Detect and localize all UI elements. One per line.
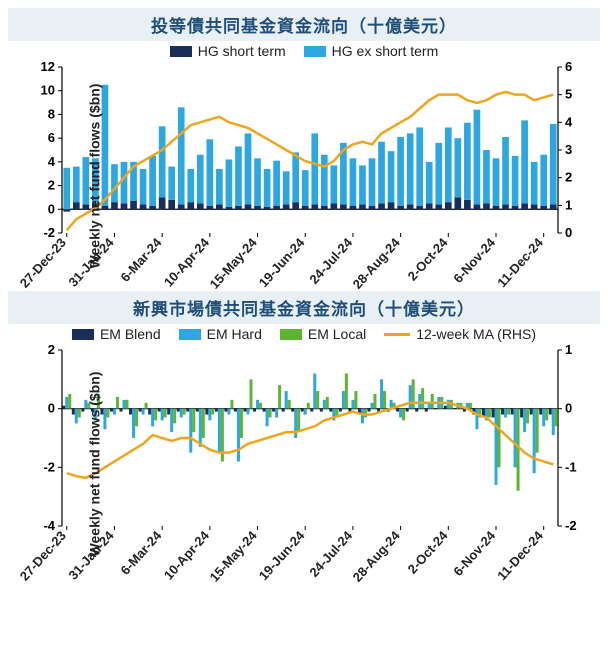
swatch-navy [170, 46, 192, 57]
svg-text:24-Jul-24: 24-Jul-24 [306, 527, 355, 579]
chart2-plot-wrap: Weekly net fund flows ($bn) -4 -2 0 2 -2 -1 0 1… [8, 344, 600, 584]
svg-text:4: 4 [48, 154, 56, 169]
svg-text:15-May-24: 15-May-24 [207, 234, 261, 291]
svg-text:2: 2 [48, 344, 55, 357]
svg-text:8: 8 [48, 106, 55, 121]
svg-text:0: 0 [565, 225, 572, 240]
svg-text:10-Apr-24: 10-Apr-24 [161, 527, 213, 582]
svg-text:6-Nov-24: 6-Nov-24 [450, 527, 498, 578]
svg-text:0: 0 [565, 401, 572, 416]
legend-em-local: EM Local [280, 326, 366, 342]
chart1-y-title: Weekly net fund flows ($bn) [86, 84, 102, 269]
svg-text:6: 6 [565, 61, 572, 74]
svg-text:2: 2 [565, 170, 572, 185]
legend-label: 12-week MA (RHS) [416, 326, 536, 342]
svg-text:6-Nov-24: 6-Nov-24 [450, 234, 498, 285]
chart2-title: 新興市場債共同基金資金流向（十億美元） [8, 291, 600, 324]
svg-text:2-Oct-24: 2-Oct-24 [405, 234, 451, 283]
svg-text:-2: -2 [43, 225, 55, 240]
svg-text:-2: -2 [43, 459, 55, 474]
svg-text:6-Mar-24: 6-Mar-24 [117, 234, 164, 284]
legend-hg-ex-short: HG ex short term [304, 43, 439, 59]
svg-text:27-Dec-23: 27-Dec-23 [17, 528, 69, 584]
legend-label: HG ex short term [332, 43, 439, 59]
legend-em-hard: EM Hard [179, 326, 262, 342]
chart1-legend: HG short term HG ex short term [8, 41, 600, 61]
legend-label: EM Hard [207, 326, 262, 342]
svg-text:27-Dec-23: 27-Dec-23 [17, 235, 69, 291]
svg-text:11-Dec-24: 11-Dec-24 [494, 234, 546, 290]
chart2-y-title: Weekly net fund flows ($bn) [86, 372, 102, 557]
svg-text:10: 10 [41, 83, 55, 98]
legend-em-blend: EM Blend [72, 326, 161, 342]
svg-text:12: 12 [41, 61, 55, 74]
svg-text:15-May-24: 15-May-24 [207, 527, 261, 584]
svg-text:28-Aug-24: 28-Aug-24 [350, 234, 404, 291]
swatch-cyan [304, 46, 326, 57]
svg-text:0: 0 [48, 401, 55, 416]
svg-text:2: 2 [48, 178, 55, 193]
swatch-green [280, 329, 302, 340]
ig-fund-flows-chart: 投等債共同基金資金流向（十億美元） HG short term HG ex sh… [8, 8, 600, 291]
legend-12w-ma: 12-week MA (RHS) [384, 326, 536, 342]
svg-text:3: 3 [565, 142, 572, 157]
svg-text:1: 1 [565, 344, 572, 357]
svg-text:4: 4 [565, 114, 573, 129]
svg-text:11-Dec-24: 11-Dec-24 [494, 527, 546, 583]
chart2-legend: EM Blend EM Hard EM Local 12-week MA (RH… [8, 324, 600, 344]
legend-label: EM Blend [100, 326, 161, 342]
legend-label: HG short term [198, 43, 286, 59]
chart1-title: 投等債共同基金資金流向（十億美元） [8, 8, 600, 41]
svg-text:10-Apr-24: 10-Apr-24 [161, 234, 213, 289]
svg-text:19-Jun-24: 19-Jun-24 [256, 234, 308, 290]
swatch-cyan [179, 329, 201, 340]
svg-text:-2: -2 [565, 518, 577, 533]
em-fund-flows-chart: 新興市場債共同基金資金流向（十億美元） EM Blend EM Hard EM … [8, 291, 600, 584]
svg-text:0: 0 [48, 201, 55, 216]
svg-text:-4: -4 [43, 518, 55, 533]
chart1-plot-wrap: Weekly net fund flows ($bn) -20246810120… [8, 61, 600, 291]
swatch-line-gold [384, 333, 410, 336]
svg-text:24-Jul-24: 24-Jul-24 [306, 234, 355, 286]
svg-text:19-Jun-24: 19-Jun-24 [256, 527, 308, 583]
svg-text:-1: -1 [565, 459, 577, 474]
legend-label: EM Local [308, 326, 366, 342]
svg-text:6-Mar-24: 6-Mar-24 [117, 527, 164, 577]
svg-text:5: 5 [565, 87, 572, 102]
legend-hg-short: HG short term [170, 43, 286, 59]
svg-text:1: 1 [565, 197, 572, 212]
svg-text:2-Oct-24: 2-Oct-24 [405, 527, 451, 576]
svg-text:28-Aug-24: 28-Aug-24 [350, 527, 404, 584]
svg-text:6: 6 [48, 130, 55, 145]
swatch-navy [72, 329, 94, 340]
